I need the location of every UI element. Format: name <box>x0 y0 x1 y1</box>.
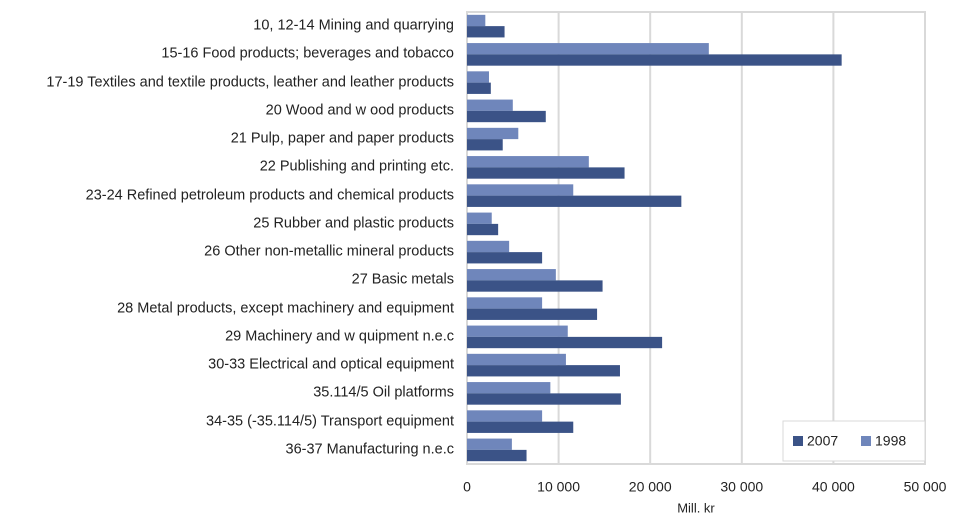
x-tick-label: 0 <box>463 479 471 495</box>
bar <box>467 365 620 377</box>
y-tick-label: 26 Other non-metallic mineral products <box>204 243 454 260</box>
bar <box>467 280 603 292</box>
y-tick-label: 21 Pulp, paper and paper products <box>230 130 454 147</box>
x-tick-label: 30 000 <box>720 479 763 495</box>
y-tick-label: 29 Machinery and w quipment n.e.c <box>225 328 454 345</box>
bar <box>467 167 625 179</box>
y-tick-label: 34-35 (-35.114/5) Transport equipment <box>206 413 454 430</box>
y-tick-label: 27 Basic metals <box>351 271 454 288</box>
y-tick-label: 22 Publishing and printing etc. <box>259 158 454 175</box>
bar <box>467 223 499 236</box>
legend-box <box>782 420 926 462</box>
bar <box>467 252 543 264</box>
y-tick-label: 17-19 Textiles and textile products, lea… <box>46 74 454 91</box>
bar <box>467 393 621 405</box>
y-tick-label: 10, 12-14 Mining and quarrying <box>253 17 454 34</box>
bar <box>467 127 519 140</box>
y-tick-label: 15-16 Food products; beverages and tobac… <box>161 45 454 62</box>
bar <box>467 438 512 450</box>
bar <box>467 297 543 309</box>
bar <box>467 269 556 281</box>
bar <box>467 421 574 433</box>
bar <box>467 26 505 38</box>
bar <box>467 54 842 66</box>
x-tick-label: 50 000 <box>904 479 947 495</box>
bar <box>467 308 598 320</box>
bar <box>467 184 574 196</box>
bar <box>467 410 543 422</box>
y-tick-label: 35.114/5 Oil platforms <box>313 384 454 401</box>
y-tick-label: 36-37 Manufacturing n.e.c <box>285 441 454 458</box>
bar <box>467 71 489 83</box>
bar <box>467 336 663 349</box>
bar <box>467 382 551 394</box>
bar <box>467 82 491 94</box>
bar <box>467 14 486 27</box>
bar <box>467 43 709 55</box>
y-tick-label: 25 Rubber and plastic products <box>253 215 454 232</box>
legend-label: 2007 <box>807 433 838 449</box>
bar <box>467 156 589 168</box>
y-tick-label: 28 Metal products, except machinery and … <box>117 300 454 317</box>
legend-swatch <box>793 436 803 446</box>
bar <box>467 139 503 151</box>
x-tick-label: 10 000 <box>537 479 580 495</box>
bar <box>467 353 566 366</box>
legend-swatch <box>861 436 871 446</box>
bar <box>467 325 568 337</box>
bar <box>467 110 546 123</box>
bar <box>467 99 513 111</box>
x-tick-label: 20 000 <box>629 479 672 495</box>
bar <box>467 449 527 462</box>
x-tick-label: 40 000 <box>812 479 855 495</box>
y-tick-label: 20 Wood and w ood products <box>265 102 454 119</box>
bar <box>467 240 510 253</box>
x-axis-label: Mill. kr <box>677 500 715 515</box>
y-tick-label: 30-33 Electrical and optical equipment <box>208 356 454 373</box>
legend-label: 1998 <box>875 433 906 449</box>
bar <box>467 195 682 207</box>
bar <box>467 212 492 224</box>
y-tick-label: 23-24 Refined petroleum products and che… <box>85 187 454 204</box>
